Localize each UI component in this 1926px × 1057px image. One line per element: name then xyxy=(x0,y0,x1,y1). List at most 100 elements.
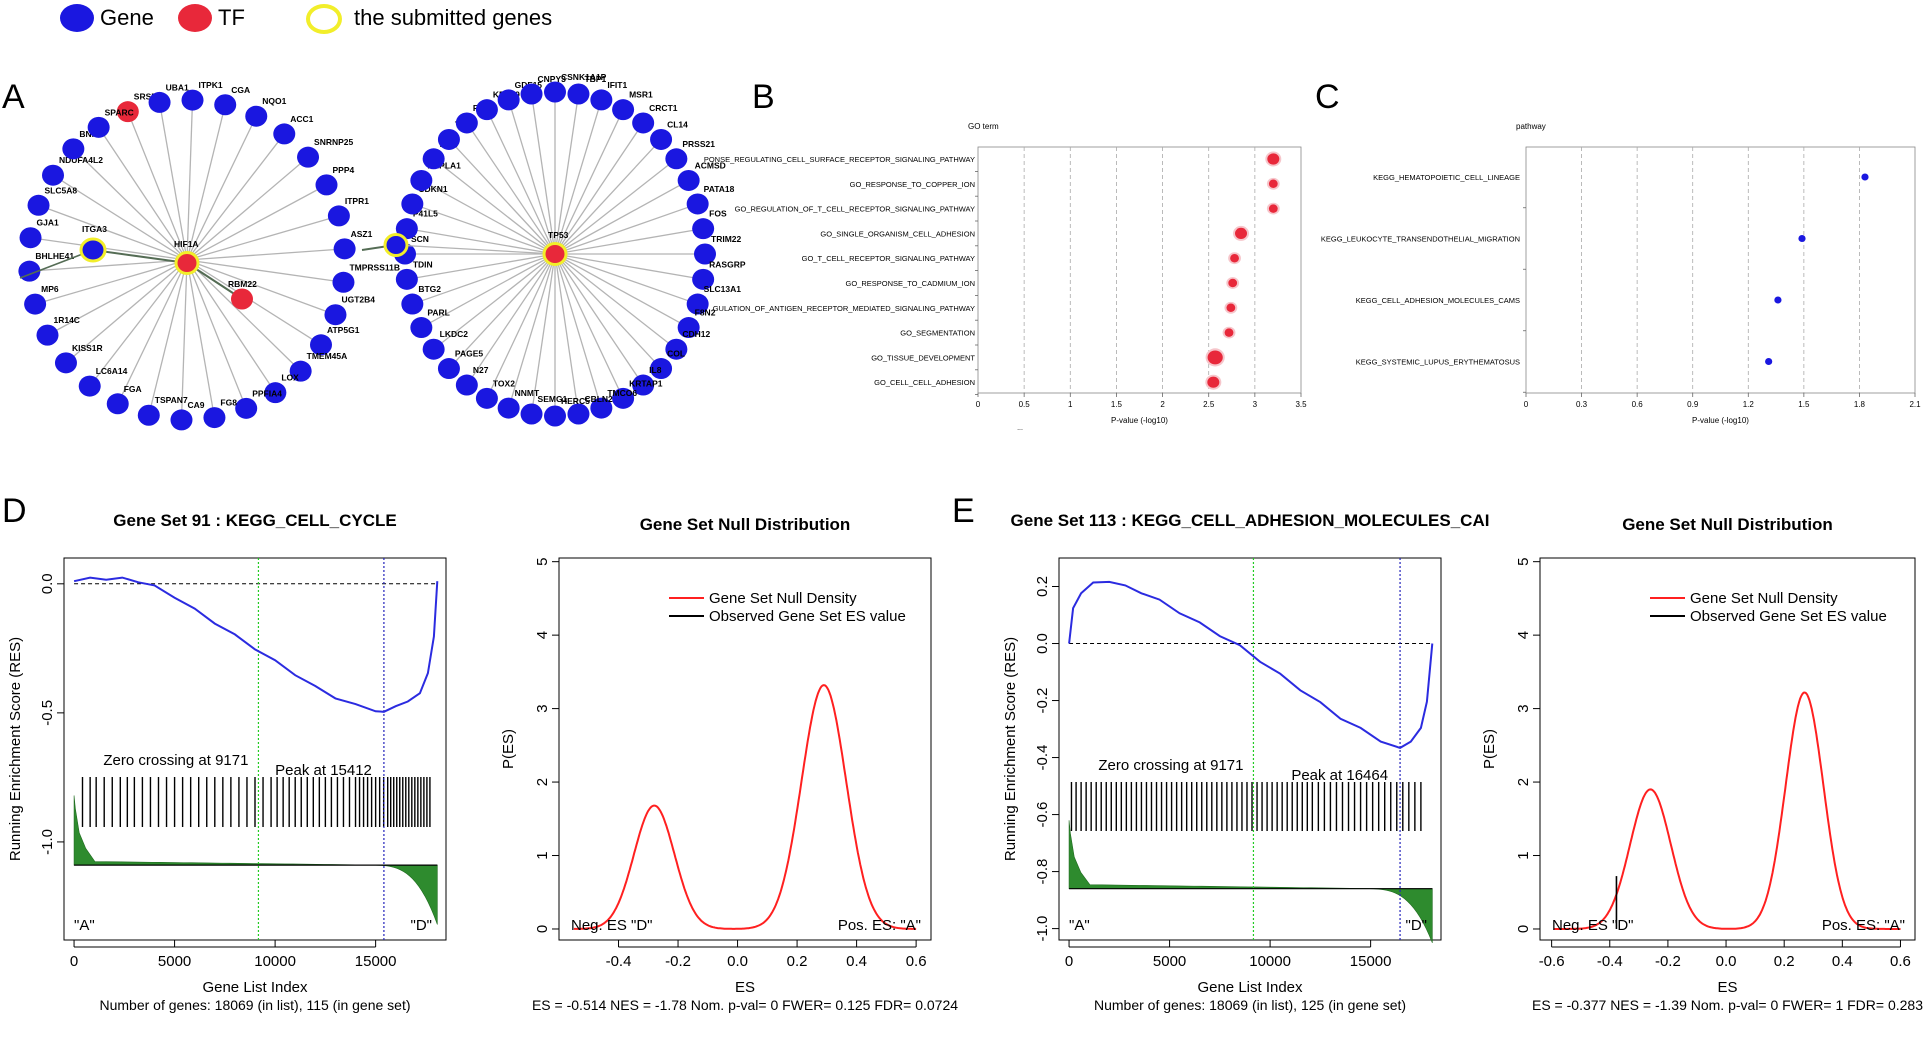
hif1a-gene-label: GJA1 xyxy=(37,218,59,228)
hif1a-gene-node xyxy=(62,138,85,160)
hif1a-edge xyxy=(180,259,188,420)
hif1a-edge xyxy=(186,104,226,261)
go-term-xtick-label: 0 xyxy=(976,400,981,409)
null-d-legend-observed-label: Observed Gene Set ES value xyxy=(709,608,906,625)
gsea-d-frame xyxy=(63,557,447,941)
null-d-neg-es-label: Neg. ES "D" xyxy=(571,917,653,934)
null-d-xtick-label: -0.2 xyxy=(665,953,691,970)
null-e-ytick-label: 2 xyxy=(1515,778,1532,786)
null-d-ytick-label: 2 xyxy=(534,778,551,786)
hif1a-gene-label: CGA xyxy=(231,85,250,95)
gene-legend-swatch xyxy=(60,4,94,32)
null-e-pos-es-label: Pos. ES: "A" xyxy=(1822,917,1905,934)
hif1a-gene-label: ASZ1 xyxy=(351,229,373,239)
tp53-gene-label: PAGE5 xyxy=(455,349,483,359)
hif1a-edge xyxy=(186,259,322,346)
tp53-gene-node xyxy=(401,293,424,315)
gsea-d-title: Gene Set 91 : KEGG_CELL_CYCLE xyxy=(113,511,396,530)
pathway-category-label: KEGG_LEUKOCYTE_TRANSENDOTHELIAL_MIGRATIO… xyxy=(1321,235,1520,244)
go-term-dot xyxy=(1268,204,1278,213)
tp53-edge xyxy=(448,139,556,255)
hif1a-gene-label: TMPRSS11B xyxy=(349,262,400,272)
hif1a-edge xyxy=(186,100,194,261)
gsea-e-footer: Number of genes: 18069 (in list), 125 (i… xyxy=(1094,997,1406,1013)
null-d-footer: ES = -0.514 NES = -1.78 Nom. p-val= 0 FW… xyxy=(532,997,958,1013)
hif1a-gene-label: SRSF9 xyxy=(134,92,162,102)
go-term-dot xyxy=(1267,153,1280,165)
tp53-edge xyxy=(421,253,556,329)
tp53-edge xyxy=(433,253,556,350)
tp53-edge xyxy=(406,228,556,255)
hif1a-gene-label: PPFIA4 xyxy=(252,388,282,398)
gsea-e-title: Gene Set 113 : KEGG_CELL_ADHESION_MOLECU… xyxy=(1011,511,1490,530)
null-e-ytick-label: 3 xyxy=(1515,704,1532,712)
tp53-gene-label: CRCT1 xyxy=(649,103,678,113)
gsea-e-xlabel: Gene List Index xyxy=(1197,979,1303,996)
tp53-gene-label: CDKN1 xyxy=(418,184,448,194)
tp53-edge xyxy=(554,122,644,255)
hif1a-gene-label: TMEM45A xyxy=(307,351,348,361)
go-term-dot xyxy=(1226,303,1236,313)
gsea-e-xtick-label: 10000 xyxy=(1249,953,1291,970)
tp53-edge xyxy=(554,253,689,329)
null-d-title: Gene Set Null Distribution xyxy=(640,515,851,534)
pathway-dot xyxy=(1798,234,1806,243)
tp53-edge xyxy=(554,253,677,350)
pathway-xtick-label: 0.6 xyxy=(1632,400,1644,409)
tp53-gene-node xyxy=(590,89,613,111)
null-d-xtick-label: 0.4 xyxy=(846,953,867,970)
tp53-edge xyxy=(412,203,556,255)
tp53-gene-node xyxy=(692,218,715,240)
gsea-d-xtick-label: 0 xyxy=(70,953,78,970)
tp53-gene-label: SEMG1 xyxy=(538,394,568,404)
pathway-dot xyxy=(1765,357,1773,366)
null-e-ytick-label: 5 xyxy=(1515,558,1532,566)
gsea-e-xtick-label: 0 xyxy=(1065,953,1073,970)
go-term-category-label: GO_RESPONSE_TO_COPPER_ION xyxy=(850,180,975,189)
hif1a-gene-node xyxy=(54,352,77,374)
tp53-gene-node xyxy=(410,169,433,191)
hif1a-gene-node xyxy=(332,271,355,293)
tp53-gene-node xyxy=(632,112,655,134)
tp53-edge xyxy=(554,253,662,369)
go-term-dot xyxy=(1207,376,1220,388)
tp53-edge xyxy=(554,253,602,409)
gsea-e-zero-crossing-label: Zero crossing at 9171 xyxy=(1098,757,1243,774)
gsea-e-xtick-label: 15000 xyxy=(1350,953,1392,970)
pathway-category-label: KEGG_CELL_ADHESION_MOLECULES_CAMS xyxy=(1356,296,1520,305)
gsea-e-ranked-list-top xyxy=(1068,820,1433,889)
gsea-d-xtick-label: 15000 xyxy=(355,953,397,970)
null-e-title: Gene Set Null Distribution xyxy=(1622,515,1833,534)
tp53-gene-node xyxy=(401,193,424,215)
tp53-edge xyxy=(421,179,556,255)
null-e-xtick-label: 0.6 xyxy=(1890,953,1911,970)
tp53-gene-node xyxy=(422,148,445,170)
hif1a-edge xyxy=(30,237,188,261)
hif1a-gene-label: UGT2B4 xyxy=(341,295,375,305)
tp53-hub-node xyxy=(542,242,568,266)
null-d-xtick-label: 0.0 xyxy=(727,953,748,970)
gsea-e-end-label-a: "A" xyxy=(1069,917,1090,934)
gsea-d-xtick-label: 5000 xyxy=(158,953,191,970)
pathway-xtick-label: 0.3 xyxy=(1576,400,1588,409)
tp53-gene-label: HERC5 xyxy=(561,396,590,406)
go-term-xtick-label: 0.5 xyxy=(1019,400,1031,409)
go-term-xlabel: P-value (-log10) xyxy=(1111,416,1168,425)
tp53-gene-node xyxy=(632,374,655,396)
tp53-edge xyxy=(412,253,556,305)
tp53-gene-label: SLC13A1 xyxy=(704,284,742,294)
panel-label-a: A xyxy=(2,78,25,116)
tp53-gene-node xyxy=(520,403,543,425)
gsea-d-end-label-a: "A" xyxy=(74,917,95,934)
hif1a-edge xyxy=(34,259,188,305)
hif1a-gene-label: 1R14C xyxy=(53,315,79,325)
hif1a-gene-node xyxy=(137,404,160,426)
tp53-gene-node xyxy=(686,293,709,315)
tp53-gene-node xyxy=(497,397,520,419)
tp53-edge xyxy=(554,93,580,255)
gsea-e-running-score-line xyxy=(1068,580,1434,749)
null-d-density-curve xyxy=(573,684,917,930)
hif1a-gene-node xyxy=(78,375,101,397)
tp53-gene-label: CSNK1A1P xyxy=(561,72,607,82)
panel-label-c: C xyxy=(1315,78,1340,116)
